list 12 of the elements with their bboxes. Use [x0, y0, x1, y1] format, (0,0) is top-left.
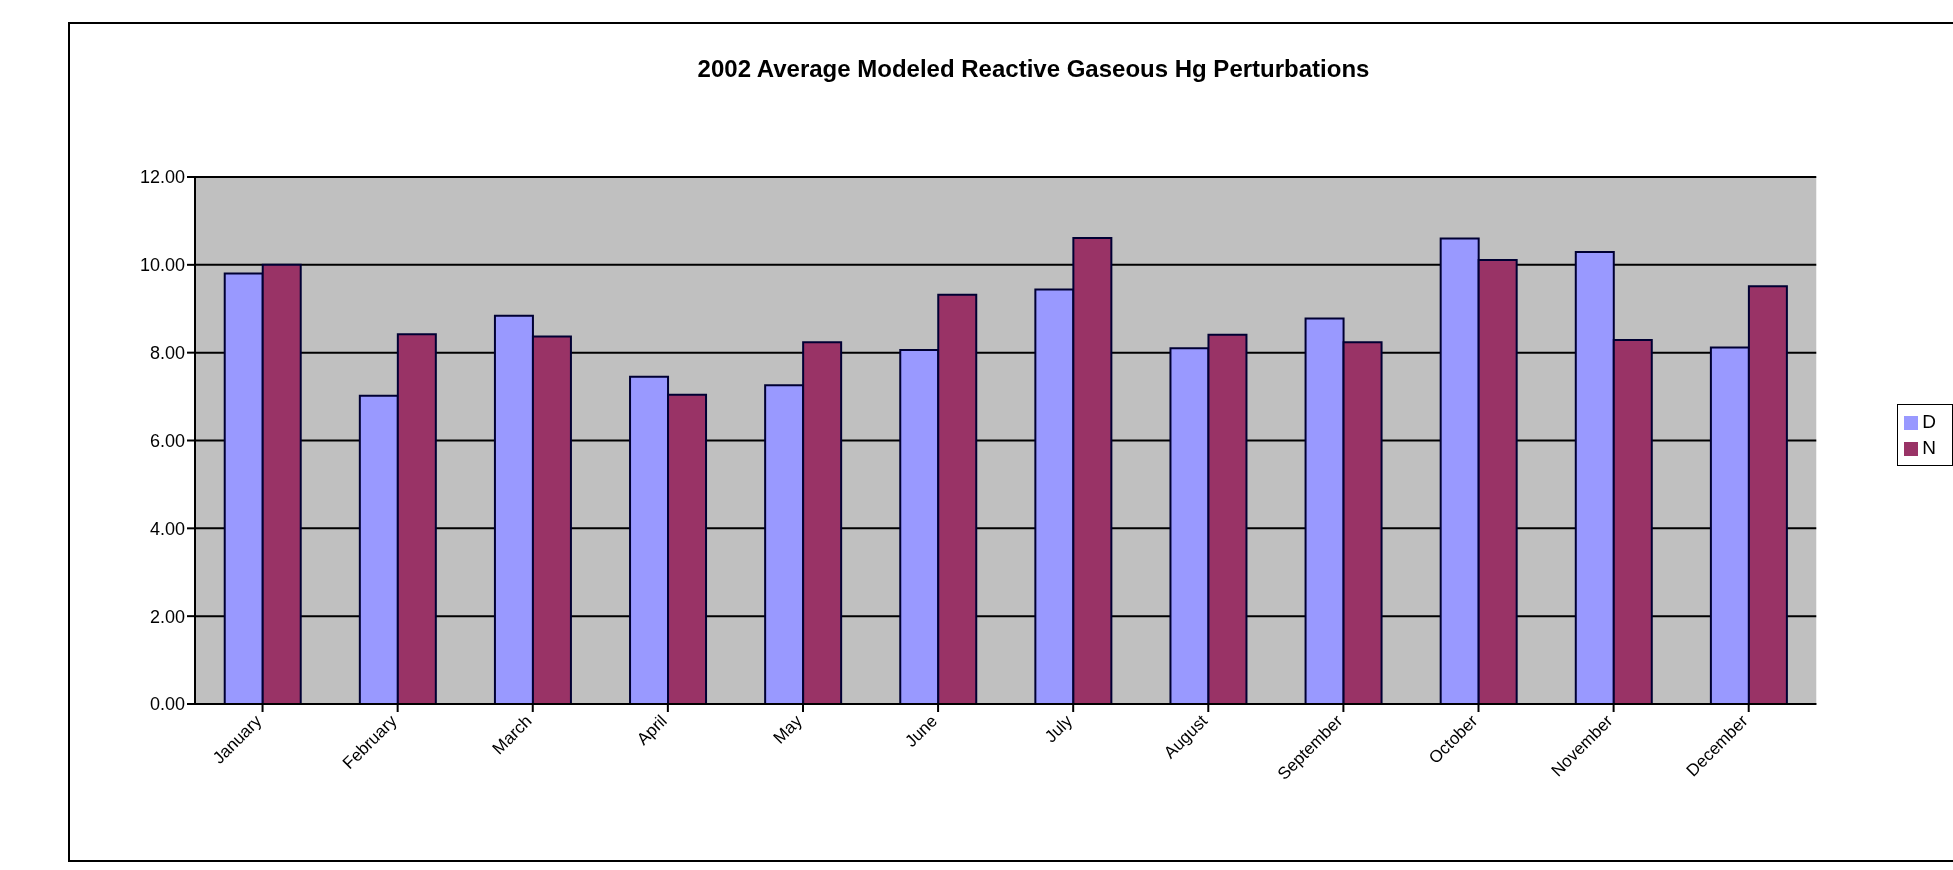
- x-tick-label: July: [1041, 711, 1077, 747]
- y-tick-label: 6.00: [149, 430, 185, 451]
- y-tick-label: 8.00: [149, 343, 185, 364]
- y-tick-label: 2.00: [149, 606, 185, 627]
- y-tick-label: 0.00: [149, 694, 185, 715]
- legend-label: D: [1922, 411, 1936, 432]
- y-tick-label: 4.00: [149, 518, 185, 539]
- legend-label: N: [1922, 437, 1936, 458]
- x-tick-label: May: [769, 711, 807, 748]
- chart-title: 2002 Average Modeled Reactive Gaseous Hg Perturbations: [696, 55, 1371, 83]
- y-tick-label: 12.00: [139, 167, 185, 188]
- y-tick-label: 10.00: [139, 255, 185, 276]
